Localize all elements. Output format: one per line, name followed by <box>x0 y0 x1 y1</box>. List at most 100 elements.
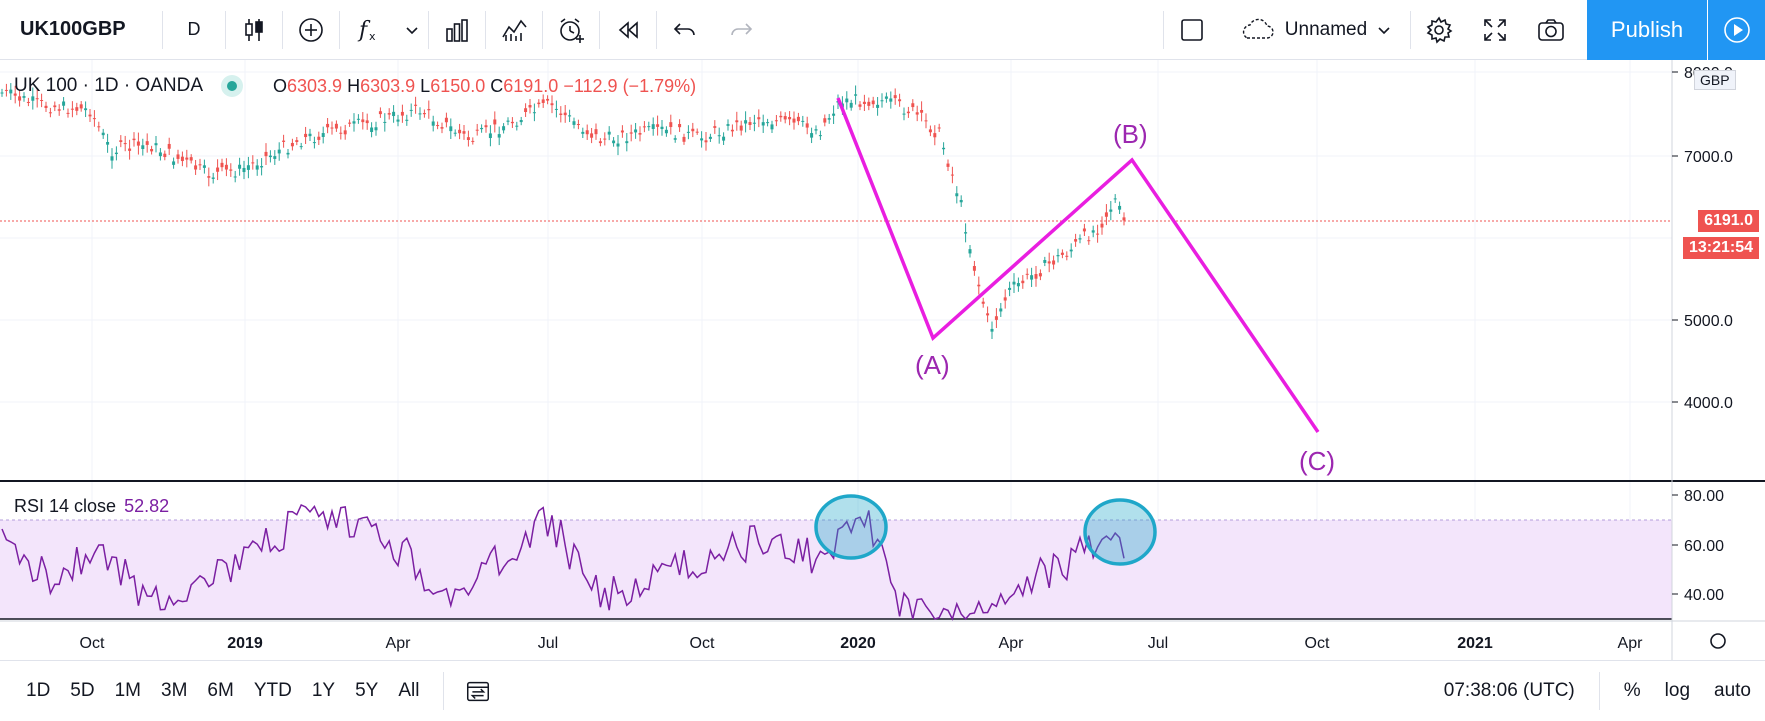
candle-body <box>233 176 237 178</box>
publish-button[interactable]: Publish <box>1587 0 1707 60</box>
alert-button[interactable] <box>543 0 599 60</box>
candle-body <box>607 131 611 135</box>
range-button-5d[interactable]: 5D <box>70 680 95 701</box>
rsi-tick-label: 60.00 <box>1684 538 1724 555</box>
chart-type-candles-button[interactable] <box>226 0 282 60</box>
candle-body <box>202 165 206 168</box>
candle-body <box>603 138 607 140</box>
clock-display[interactable]: 07:38:06 (UTC) <box>1443 680 1575 701</box>
candle-body <box>1109 209 1113 212</box>
financials-button[interactable] <box>429 0 485 60</box>
candle-body <box>365 120 369 124</box>
auto-scale-toggle[interactable]: auto <box>1714 680 1751 701</box>
publish-video-button[interactable] <box>1707 0 1765 60</box>
candle-body <box>207 176 211 178</box>
candle-body <box>1096 233 1100 235</box>
candle-body <box>502 126 506 131</box>
candle-body <box>422 113 426 115</box>
divider <box>599 10 600 49</box>
time-tick-label: Apr <box>999 635 1025 652</box>
camera-icon <box>1538 18 1564 41</box>
candle-body <box>176 154 180 159</box>
redo-button[interactable] <box>713 0 769 60</box>
range-button-1d[interactable]: 1D <box>26 680 51 701</box>
time-axis[interactable]: Oct 2019 Apr Jul Oct 2020 Apr Jul Oct 2021 Apr <box>80 635 1644 652</box>
symbol-search-button[interactable]: UK100GBP <box>20 18 126 40</box>
rsi-axis[interactable]: 80.00 60.00 40.00 <box>1672 488 1724 604</box>
interval-button[interactable]: D <box>187 19 201 39</box>
replay-button[interactable] <box>600 0 656 60</box>
range-button-3m[interactable]: 3M <box>161 680 188 701</box>
gear-icon <box>1426 15 1453 44</box>
candle-body <box>180 156 184 162</box>
candle-body <box>849 102 853 108</box>
range-button-5y[interactable]: 5Y <box>355 680 379 701</box>
candle-body <box>1021 280 1025 284</box>
candle-body <box>158 152 162 157</box>
candle-body <box>537 102 541 105</box>
undo-button[interactable] <box>657 0 713 60</box>
candle-body <box>48 112 52 114</box>
time-tick-label: 2021 <box>1457 635 1493 652</box>
bar-chart-icon <box>446 18 468 42</box>
fullscreen-button[interactable] <box>1467 0 1523 60</box>
highlight-circle-1[interactable] <box>814 494 888 560</box>
go-to-date-button[interactable] <box>444 677 512 705</box>
divider <box>485 10 486 49</box>
candle-body <box>1091 230 1095 233</box>
candle-body <box>801 120 805 122</box>
rsi-legend[interactable]: RSI 14 close 52.82 <box>14 496 169 517</box>
candle-body <box>862 101 866 105</box>
percent-scale-toggle[interactable]: % <box>1623 680 1641 701</box>
candle-body <box>145 141 149 145</box>
templates-button[interactable] <box>486 0 542 60</box>
fullscreen-toggle-button[interactable] <box>1164 0 1220 60</box>
candle-body <box>625 141 629 144</box>
candle-body <box>220 162 224 168</box>
wave-c-label: (C) <box>1299 446 1335 476</box>
range-button-1m[interactable]: 1M <box>114 680 141 701</box>
candle-body <box>814 129 818 131</box>
candle-body <box>431 121 435 126</box>
indicators-dropdown-button[interactable] <box>396 0 428 60</box>
range-button-ytd[interactable]: YTD <box>253 680 292 701</box>
wave-b-label: (B) <box>1113 119 1148 149</box>
layout-name-button[interactable]: Unnamed <box>1220 0 1410 60</box>
candle-body <box>554 108 558 110</box>
currency-tag[interactable]: GBP <box>1694 70 1736 90</box>
range-button-all[interactable]: All <box>398 680 420 701</box>
candle-body <box>1043 260 1047 263</box>
candle-body <box>194 165 198 170</box>
candle-body <box>475 129 479 131</box>
range-button-6m[interactable]: 6M <box>207 680 234 701</box>
candle-body <box>75 107 79 111</box>
candle-body <box>414 104 418 106</box>
range-button-1y[interactable]: 1Y <box>311 680 336 701</box>
wave-abc-drawing[interactable] <box>836 97 1320 433</box>
candle-body <box>928 129 932 133</box>
log-scale-toggle[interactable]: log <box>1664 680 1691 701</box>
candle-body <box>132 138 136 141</box>
candle-body <box>568 115 572 117</box>
candle-body <box>642 126 646 128</box>
axis-settings-button[interactable] <box>1710 633 1726 649</box>
compare-add-symbol-button[interactable] <box>283 0 339 60</box>
candle-body <box>167 143 171 149</box>
symbol-legend[interactable]: UK 100 · 1D · OANDA O6303.9 H6303.9 L615… <box>14 75 696 97</box>
candle-body <box>748 122 752 125</box>
market-status-dot <box>227 81 237 91</box>
candle-body <box>990 328 994 332</box>
candle-body <box>730 129 734 132</box>
snapshot-button[interactable] <box>1523 0 1579 60</box>
settings-button[interactable] <box>1411 0 1467 60</box>
candle-body <box>26 101 30 103</box>
highlight-circle-2[interactable] <box>1083 498 1157 566</box>
time-tick-label: Apr <box>386 635 412 652</box>
candle-body <box>726 124 730 126</box>
candle-body <box>585 130 589 135</box>
candle-body <box>304 133 308 138</box>
candle-body <box>1100 223 1104 228</box>
candle-body <box>484 125 488 128</box>
